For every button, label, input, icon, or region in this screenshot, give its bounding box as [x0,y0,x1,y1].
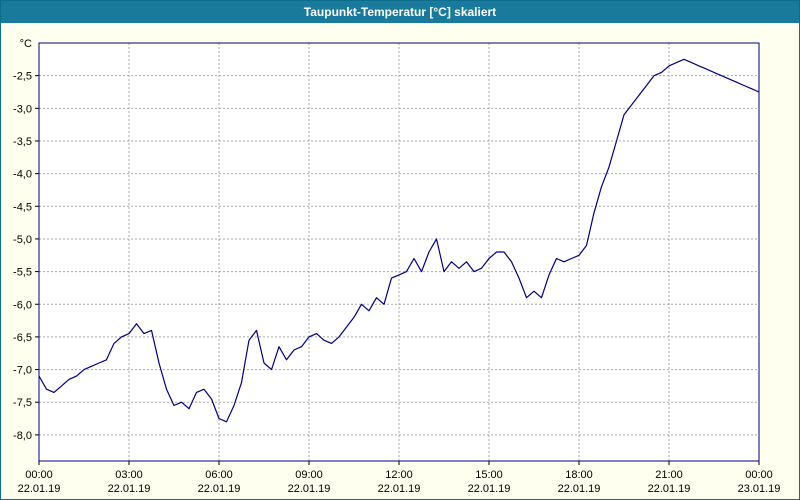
x-tick-date-label: 22.01.19 [468,483,511,495]
chart-title: Taupunkt-Temperatur [°C] skaliert [303,5,497,19]
y-tick-label: -3,5 [13,136,32,148]
x-tick-time-label: 12:00 [385,469,413,481]
x-tick-time-label: 03:00 [115,469,143,481]
y-tick-label: -6,0 [13,299,32,311]
x-tick-date-label: 22.01.19 [558,483,601,495]
x-tick-date-label: 22.01.19 [378,483,421,495]
y-axis-unit-label: °C [20,38,32,50]
x-tick-date-label: 22.01.19 [18,483,61,495]
y-tick-label: -4,5 [13,201,32,213]
y-tick-label: -5,0 [13,234,32,246]
y-tick-label: -3,0 [13,103,32,115]
x-tick-time-label: 00:00 [745,469,773,481]
x-tick-time-label: 21:00 [655,469,683,481]
data-line [38,58,760,423]
x-tick-time-label: 15:00 [475,469,503,481]
chart-title-bar: Taupunkt-Temperatur [°C] skaliert [1,1,799,23]
x-tick-date-label: 23.01.19 [738,483,781,495]
y-tick-label: -5,5 [13,267,32,279]
y-tick-label: -7,0 [13,365,32,377]
line-chart: -2,5 -3,0 -3,5 -4,0 -4,5 -5,0 -5,5 -6,0 -6,5 -7,0… [13,38,781,495]
y-tick-label: -7,5 [13,397,32,409]
x-tick-time-label: 00:00 [25,469,53,481]
y-tick-label: -8,0 [13,430,32,442]
x-tick-time-label: 18:00 [565,469,593,481]
x-tick-time-label: 06:00 [205,469,233,481]
plot-border [38,42,760,462]
y-tick-label: -4,0 [13,169,32,181]
x-tick-date-label: 22.01.19 [198,483,241,495]
x-tick-date-label: 22.01.19 [288,483,331,495]
y-tick-label: -2,5 [13,71,32,83]
x-tick-time-label: 09:00 [295,469,323,481]
y-tick-label: -6,5 [13,332,32,344]
chart-region: -2,5 -3,0 -3,5 -4,0 -4,5 -5,0 -5,5 -6,0 -6,5 -7,0… [1,23,799,499]
x-tick-date-label: 22.01.19 [648,483,691,495]
x-tick-date-label: 22.01.19 [108,483,151,495]
